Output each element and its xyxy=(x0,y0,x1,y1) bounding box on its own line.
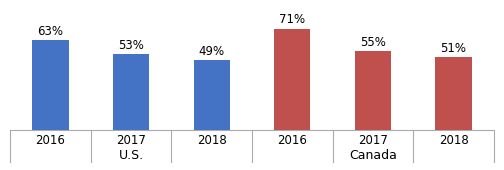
Text: 53%: 53% xyxy=(118,39,144,52)
Bar xyxy=(274,29,310,130)
Bar xyxy=(194,60,230,130)
Text: Canada: Canada xyxy=(349,149,397,162)
Text: 71%: 71% xyxy=(279,13,305,26)
Bar xyxy=(113,54,149,130)
Text: 55%: 55% xyxy=(360,36,386,49)
Text: 63%: 63% xyxy=(37,25,64,38)
Text: 2018: 2018 xyxy=(197,134,227,147)
Bar xyxy=(435,57,472,130)
Bar xyxy=(32,40,69,130)
Text: U.S.: U.S. xyxy=(118,149,144,162)
Text: 51%: 51% xyxy=(440,42,467,55)
Bar xyxy=(355,51,391,130)
Text: 2017: 2017 xyxy=(358,134,388,147)
Text: 2016: 2016 xyxy=(35,134,66,147)
Text: 2018: 2018 xyxy=(438,134,469,147)
Text: 49%: 49% xyxy=(199,45,225,58)
Text: 2016: 2016 xyxy=(277,134,307,147)
Text: 2017: 2017 xyxy=(116,134,146,147)
